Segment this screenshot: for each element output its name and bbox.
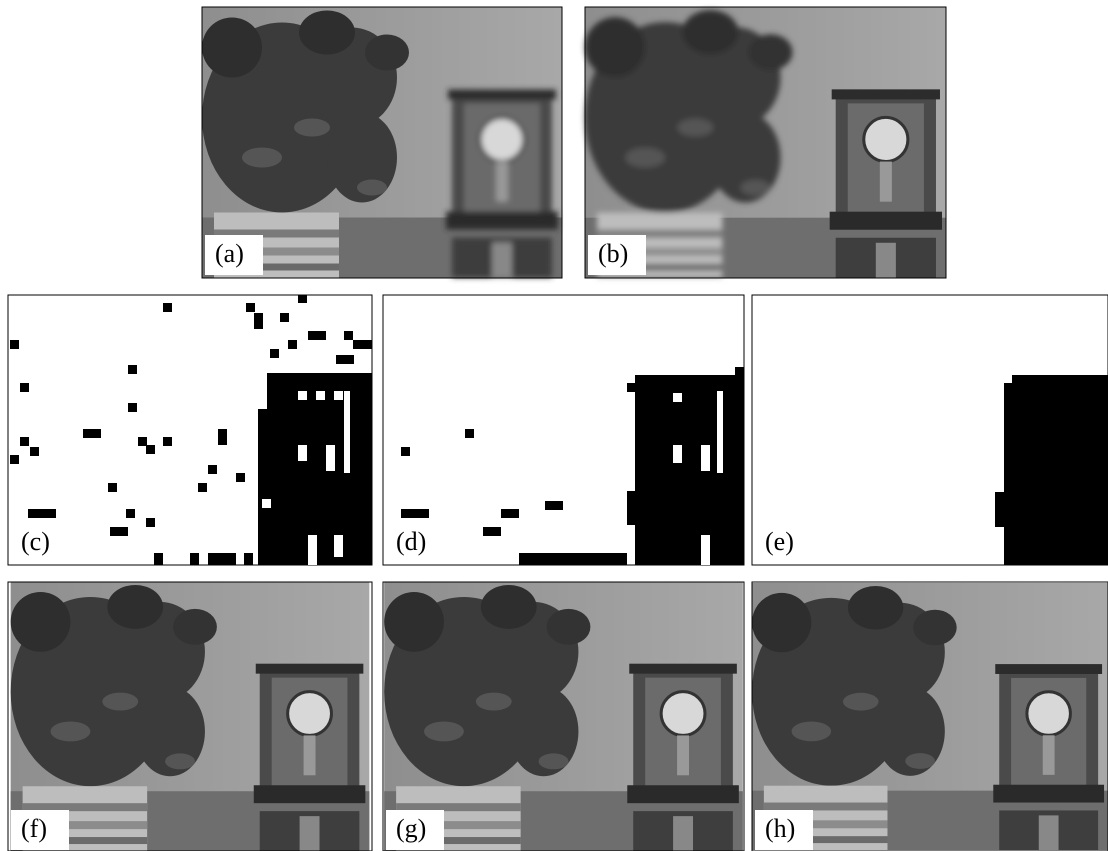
panel-label: (e) — [765, 527, 794, 556]
panel-label: (f) — [21, 814, 47, 843]
panel-d: (d) — [383, 295, 744, 565]
panel-label: (b) — [598, 239, 628, 268]
panel-h: (h) — [752, 582, 1108, 851]
figure: (a) (b) — [0, 0, 1108, 851]
panel-label: (c) — [21, 527, 50, 556]
panel-f: (f) — [8, 582, 372, 851]
panel-label: (a) — [215, 239, 244, 268]
panel-c: (c) — [8, 295, 372, 565]
panel-label: (h) — [765, 814, 795, 843]
panel-e: (e) — [752, 295, 1108, 565]
panel-b: (b) — [585, 7, 946, 278]
panel-label: (d) — [396, 527, 426, 556]
panel-a: (a) — [202, 7, 562, 278]
page: (a) (b) — [0, 0, 1108, 851]
panel-g: (g) — [383, 582, 744, 851]
panel-label: (g) — [396, 814, 426, 843]
